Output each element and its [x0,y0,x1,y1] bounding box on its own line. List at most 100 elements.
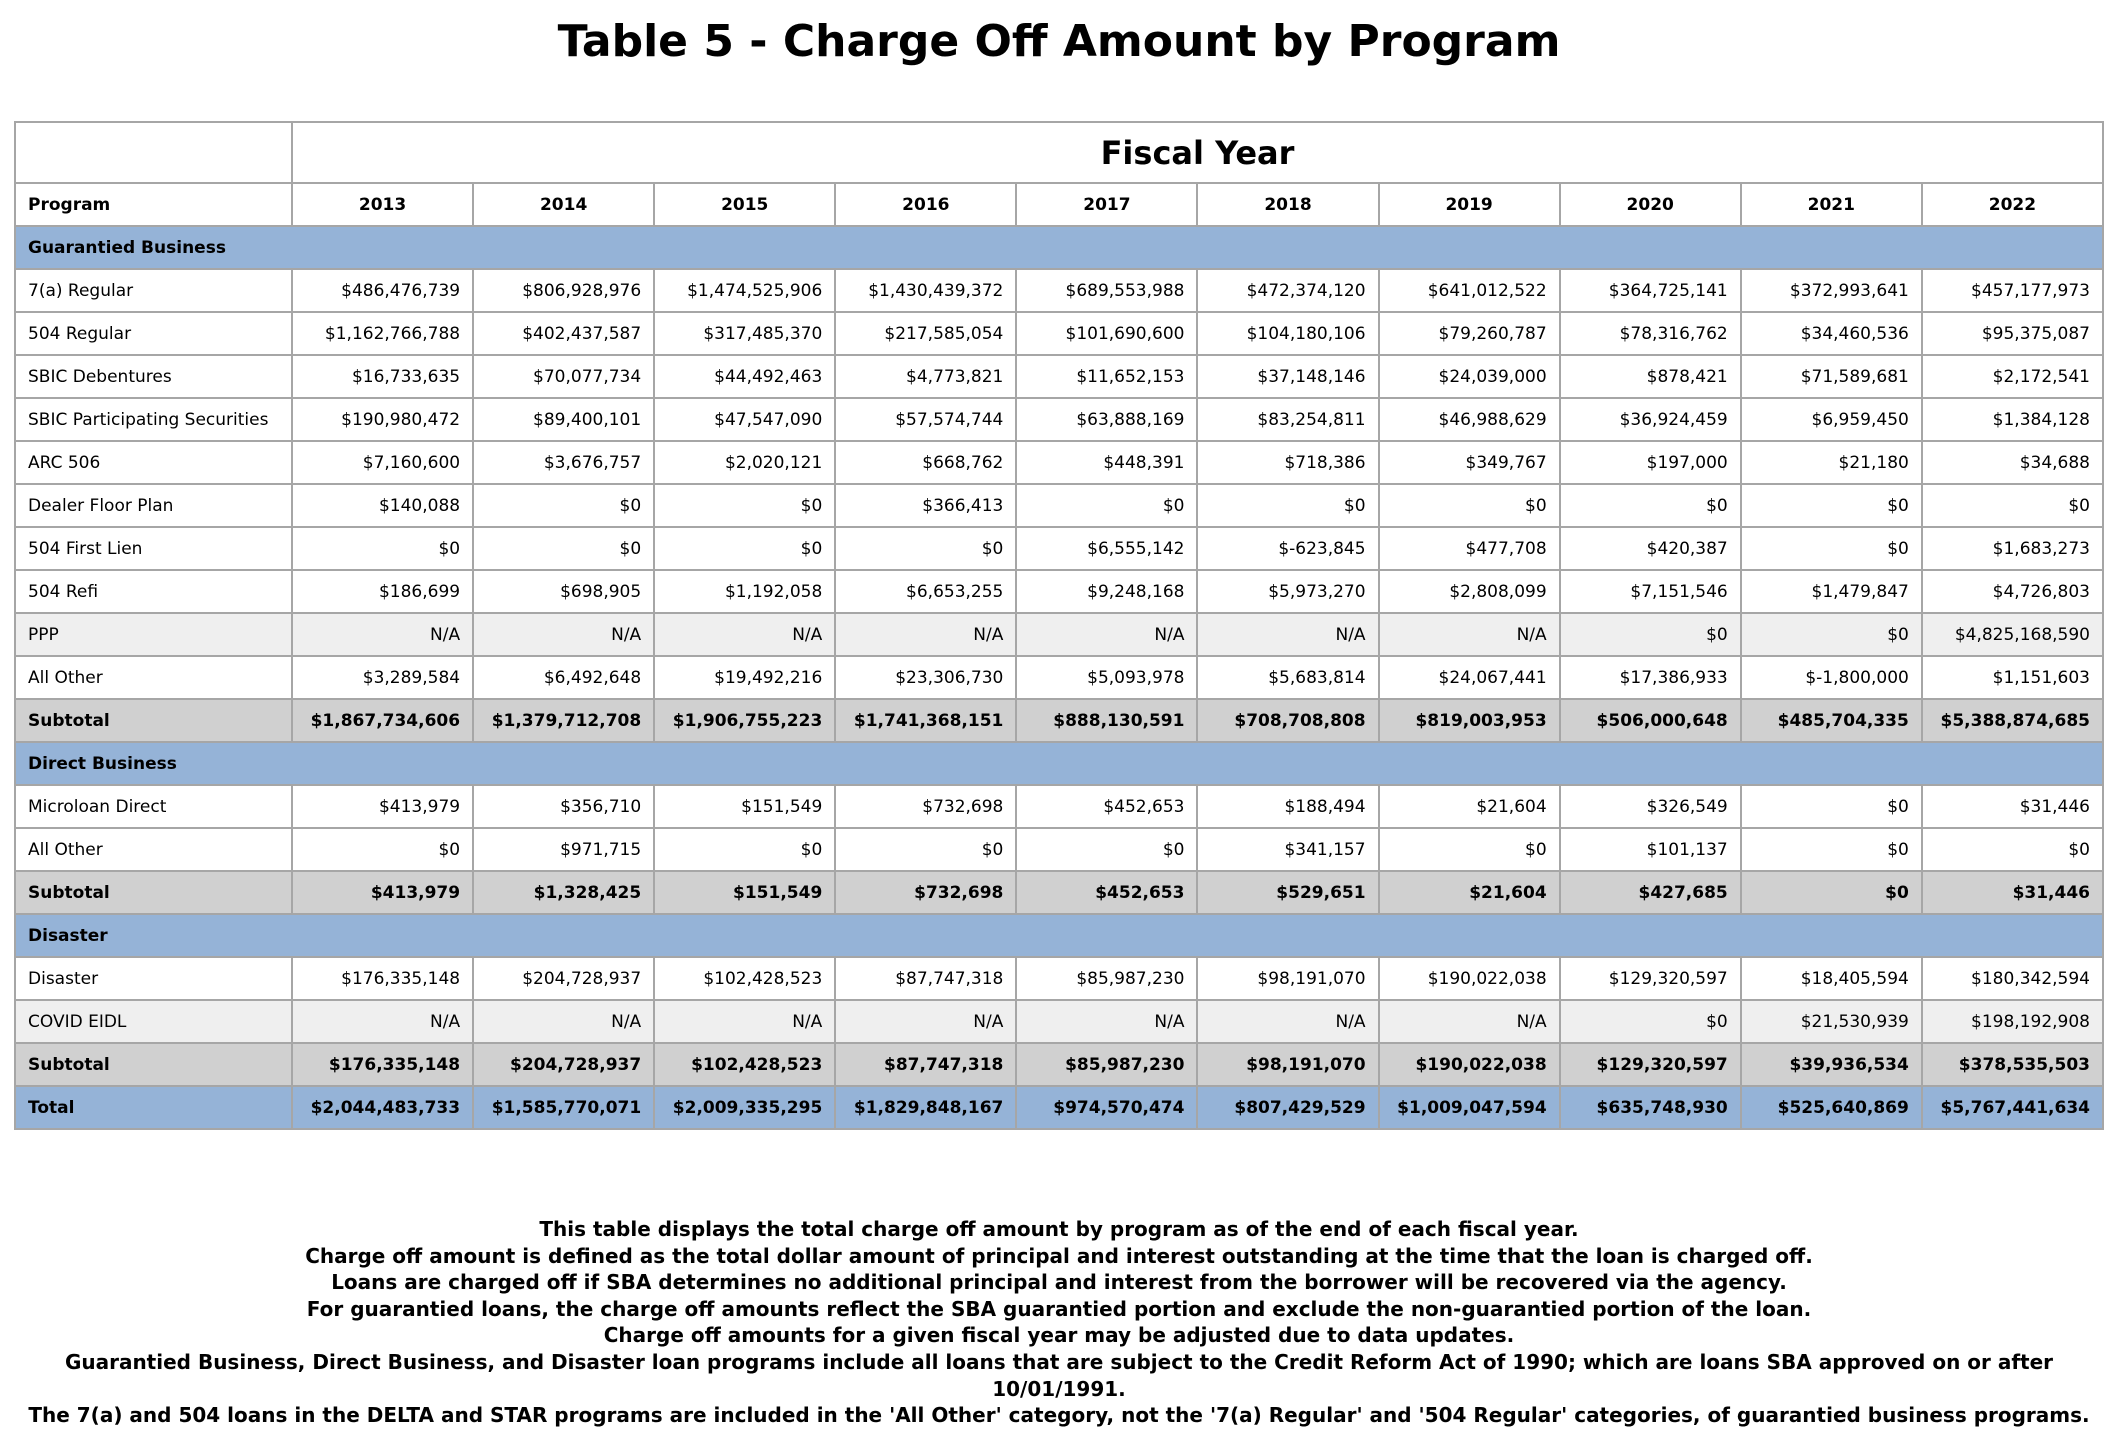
cell: $18,405,594 [1739,956,1923,1001]
cell: $47,547,090 [653,397,837,442]
cell: $-623,845 [1196,526,1380,571]
cell: $7,151,546 [1558,569,1742,614]
cell: $9,248,168 [1015,569,1199,614]
note-line: This table displays the total charge off… [539,1217,1579,1241]
cell: $0 [1739,784,1923,829]
cell: $24,039,000 [1377,354,1561,399]
cell: $1,741,368,151 [834,698,1018,743]
cell: $0 [1015,483,1199,528]
cell: $718,386 [1196,440,1380,485]
cell: $529,651 [1196,870,1380,915]
row-label: Disaster [14,956,293,1001]
cell: $5,388,874,685 [1920,698,2105,743]
note-line: For guarantied loans, the charge off amo… [306,1296,1812,1321]
cell: $129,320,597 [1558,1042,1742,1087]
cell: $0 [653,827,837,872]
cell: $23,306,730 [834,655,1018,700]
cell: $1,430,439,372 [834,268,1018,313]
row-label: SBIC Participating Securities [14,397,293,442]
data-row: All Other $0 $971,715 $0 $0 $0 $341,157 $0 $101,… [14,827,2105,872]
cell: $349,767 [1377,440,1561,485]
cell: $1,379,712,708 [472,698,656,743]
cell: $452,653 [1015,784,1199,829]
subtotal-row: Subtotal $1,867,734,606 $1,379,712,708 $1,9… [14,698,2105,743]
row-label: Microloan Direct [14,784,293,829]
cell: $89,400,101 [472,397,656,442]
cell: N/A [653,999,837,1044]
cell: $1,151,603 [1920,655,2105,700]
note-line: Loans are charged off if SBA determines … [331,1270,1787,1295]
cell: $668,762 [834,440,1018,485]
row-label: 504 Refi [14,569,293,614]
cell: $378,535,503 [1920,1042,2105,1087]
data-row: 504 First Lien $0 $0 $0 $0 $6,555,142 $-623,84… [14,526,2105,571]
cell: $2,808,099 [1377,569,1561,614]
cell: $198,192,908 [1920,999,2105,1044]
cell: $188,494 [1196,784,1380,829]
cell: $176,335,148 [290,1042,475,1087]
note-line: The 7(a) and 504 loans in the DELTA and … [28,1403,2090,1428]
column-header: 2022 [1920,182,2105,227]
cell: $190,022,038 [1377,956,1561,1001]
cell: $0 [1196,483,1380,528]
cell: $0 [290,526,475,571]
column-header: 2021 [1739,182,1923,227]
cell: $6,492,648 [472,655,656,700]
cell: $0 [1377,483,1561,528]
cell: $485,704,335 [1739,698,1923,743]
row-label: 504 Regular [14,311,293,356]
cell: $1,906,755,223 [653,698,837,743]
cell: $17,386,933 [1558,655,1742,700]
cell: $7,160,600 [290,440,475,485]
subtotal-row: Subtotal $176,335,148 $204,728,937 $102,428… [14,1042,2105,1087]
cell: $95,375,087 [1920,311,2105,356]
cell: $21,604 [1377,870,1561,915]
cell: $0 [1920,827,2105,872]
cell: $104,180,106 [1196,311,1380,356]
cell: $217,585,054 [834,311,1018,356]
title: Table 5 - Charge Off Amount by Program [557,16,1561,67]
cell: $366,413 [834,483,1018,528]
section-heading: Guarantied Business [14,225,2104,270]
column-header: 2016 [834,182,1018,227]
cell: $0 [834,827,1018,872]
cell: $31,446 [1920,870,2105,915]
cell: $140,088 [290,483,475,528]
cell: $102,428,523 [653,956,837,1001]
cell: $36,924,459 [1558,397,1742,442]
cell: N/A [290,999,475,1044]
data-row: SBIC Debentures $16,733,635 $70,077,734 $44… [14,354,2105,399]
cell: $878,421 [1558,354,1742,399]
cell: $372,993,641 [1739,268,1923,313]
column-header: 2015 [653,182,837,227]
note-line: Charge off amounts for a given fiscal ye… [603,1323,1515,1348]
subtotal-row: Subtotal $413,979 $1,328,425 $151,549 $732,6… [14,870,2105,915]
cell: $525,640,869 [1739,1085,1923,1130]
cell: $190,980,472 [290,397,475,442]
cell: $186,699 [290,569,475,614]
row-label: Subtotal [14,870,293,915]
column-header: 2020 [1558,182,1742,227]
cell: $326,549 [1558,784,1742,829]
data-row: SBIC Participating Securities $190,980,47… [14,397,2105,442]
cell: $85,987,230 [1015,956,1199,1001]
row-label: Subtotal [14,698,293,743]
column-header: 2017 [1015,182,1199,227]
cell: $0 [1739,526,1923,571]
cell: $21,604 [1377,784,1561,829]
cell: $21,530,939 [1739,999,1923,1044]
column-header: 2019 [1377,182,1561,227]
data-row: 504 Refi $186,699 $698,905 $1,192,058 $6,653… [14,569,2105,614]
row-label: Total [14,1085,293,1130]
cell: $98,191,070 [1196,1042,1380,1087]
cell: $819,003,953 [1377,698,1561,743]
cell: N/A [1377,999,1561,1044]
cell: $0 [1558,612,1742,657]
group-header-row: Fiscal Year [14,121,2104,184]
cell: N/A [1015,612,1199,657]
cell: $34,460,536 [1739,311,1923,356]
cell: $151,549 [653,870,837,915]
cell: $0 [1015,827,1199,872]
cell: $1,192,058 [653,569,837,614]
